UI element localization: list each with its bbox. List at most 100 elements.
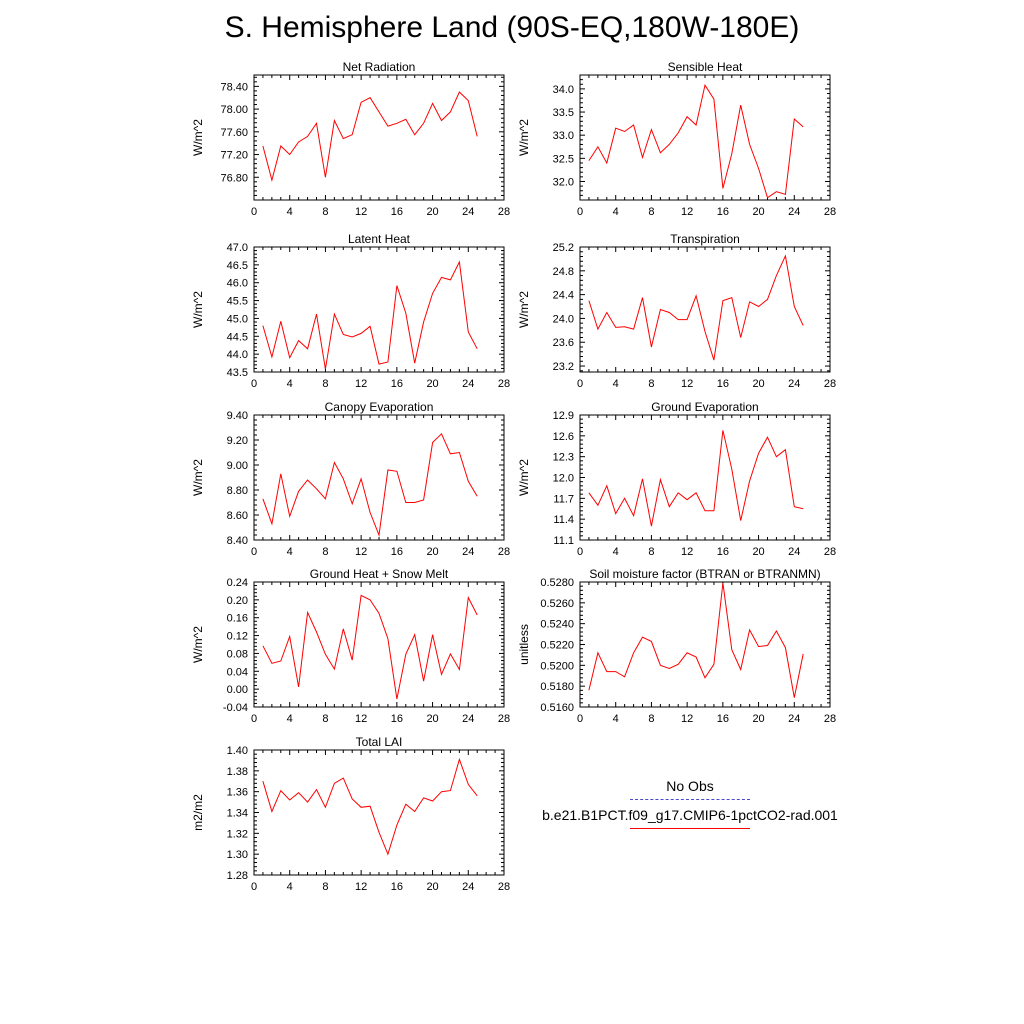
x-tick-label: 28 (824, 713, 836, 725)
y-tick-label: 45.5 (227, 296, 248, 308)
panel-title: Ground Evaporation (651, 400, 758, 414)
plot-frame (253, 749, 505, 876)
x-tick-label: 16 (717, 713, 729, 725)
y-tick-label: 76.80 (220, 172, 248, 184)
x-tick-label: 16 (717, 206, 729, 218)
y-tick-label: 9.00 (227, 460, 248, 472)
y-tick-label: 12.9 (553, 410, 574, 422)
x-tick-label: 12 (681, 546, 693, 558)
y-tick-label: 23.6 (553, 337, 574, 349)
y-tick-label: 0.04 (227, 666, 248, 678)
x-tick-label: 24 (788, 378, 800, 390)
legend-obs-label: No Obs (666, 778, 714, 794)
series-line (262, 757, 478, 856)
y-tick-label: 0.08 (227, 648, 248, 660)
y-tick-label: 44.0 (227, 349, 248, 361)
y-tick-label: 1.38 (227, 766, 248, 778)
y-tick-label: 46.0 (227, 278, 248, 290)
x-tick-label: 28 (824, 546, 836, 558)
y-tick-label: 12.3 (553, 452, 574, 464)
chart-panel: 0 4 8 12 16 20 24 28 8.40 8.60 8.80 9.00 9.20 9.40 Can… (191, 400, 510, 558)
y-tick-label: 12.0 (553, 473, 574, 485)
x-tick-label: 4 (613, 713, 619, 725)
chart-panel: 0 4 8 12 16 20 24 28 11.1 11.4 11.7 12.0 12.3 12.6 12.… (517, 400, 836, 558)
x-tick-label: 24 (788, 546, 800, 558)
x-tick-label: 20 (752, 378, 764, 390)
y-tick-label: 11.1 (553, 535, 574, 547)
y-tick-label: 1.40 (227, 745, 248, 757)
y-tick-label: 11.4 (553, 514, 574, 526)
y-tick-label: 33.5 (553, 107, 574, 119)
chart-panel: 0 4 8 12 16 20 24 28 32.0 32.5 33.0 33.5 34.0 Sensibl… (517, 60, 836, 218)
x-tick-label: 24 (788, 206, 800, 218)
x-tick-label: 0 (251, 546, 257, 558)
x-tick-label: 16 (717, 378, 729, 390)
y-tick-label: 34.0 (553, 84, 574, 96)
chart-panel: 0 4 8 12 16 20 24 28 76.80 77.20 77.60 78.00 78.40 Ne… (191, 60, 510, 218)
y-tick-label: 9.40 (227, 410, 248, 422)
y-tick-label: 0.5200 (540, 660, 574, 672)
y-axis-label: unitless (517, 624, 531, 665)
series-line (262, 594, 478, 700)
chart-panel: 0 4 8 12 16 20 24 28 23.2 23.6 24.0 24.4 24.8 25.2 Tra… (517, 232, 836, 390)
panel-title: Sensible Heat (668, 60, 743, 74)
y-axis-label: W/m^2 (517, 291, 531, 328)
x-tick-label: 8 (648, 546, 654, 558)
y-tick-label: 24.4 (553, 290, 574, 302)
x-tick-label: 24 (462, 546, 474, 558)
y-tick-label: 24.8 (553, 266, 574, 278)
panel-title: Canopy Evaporation (325, 400, 434, 414)
x-tick-label: 24 (462, 206, 474, 218)
x-tick-label: 8 (322, 713, 328, 725)
x-tick-label: 4 (613, 546, 619, 558)
legend-case-label: b.e21.B1PCT.f09_g17.CMIP6-1pctCO2-rad.00… (542, 807, 838, 823)
x-tick-label: 0 (251, 378, 257, 390)
x-tick-label: 12 (355, 881, 367, 893)
panel-title: Soil moisture factor (BTRAN or BTRANMN) (589, 567, 820, 581)
x-tick-label: 0 (251, 206, 257, 218)
plot-frame (579, 414, 831, 541)
y-tick-label: 32.0 (553, 176, 574, 188)
y-tick-label: 1.30 (227, 849, 248, 861)
y-tick-label: 11.7 (553, 493, 574, 505)
x-tick-label: 4 (287, 546, 293, 558)
y-tick-label: 1.36 (227, 787, 248, 799)
y-tick-label: 1.32 (227, 828, 248, 840)
y-tick-label: 23.2 (553, 361, 574, 373)
y-tick-label: 0.00 (227, 684, 248, 696)
x-tick-label: 4 (287, 881, 293, 893)
series-line (588, 582, 804, 698)
y-tick-label: 0.12 (227, 631, 248, 643)
y-tick-label: 0.5280 (540, 577, 574, 589)
y-tick-label: 45.0 (227, 313, 248, 325)
x-tick-label: 8 (322, 378, 328, 390)
x-tick-label: 12 (681, 378, 693, 390)
x-tick-label: 16 (391, 546, 403, 558)
x-tick-label: 0 (577, 713, 583, 725)
x-tick-label: 4 (613, 206, 619, 218)
x-tick-label: 0 (577, 546, 583, 558)
x-tick-label: 0 (251, 713, 257, 725)
x-tick-label: 24 (788, 713, 800, 725)
x-tick-label: 4 (287, 378, 293, 390)
y-tick-label: 0.16 (227, 613, 248, 625)
series-line (588, 254, 804, 361)
y-tick-label: 47.0 (227, 242, 248, 254)
page-title: S. Hemisphere Land (90S-EQ,180W-180E) (224, 11, 800, 44)
x-tick-label: 28 (498, 546, 510, 558)
x-tick-label: 24 (462, 378, 474, 390)
series-line (262, 432, 478, 537)
y-tick-label: 32.5 (553, 153, 574, 165)
x-tick-label: 20 (426, 378, 438, 390)
series-line (588, 430, 804, 527)
x-tick-label: 28 (498, 378, 510, 390)
y-tick-label: 24.0 (553, 313, 574, 325)
legend-obs-line (630, 799, 750, 800)
y-tick-label: 78.00 (220, 104, 248, 116)
chart-panel: 0 4 8 12 16 20 24 28 43.5 44.0 44.5 45.0 45.5 46.0 46.… (191, 232, 510, 390)
series-line (262, 260, 478, 370)
x-tick-label: 16 (391, 206, 403, 218)
x-tick-label: 8 (648, 713, 654, 725)
x-tick-label: 0 (577, 378, 583, 390)
x-tick-label: 20 (426, 546, 438, 558)
